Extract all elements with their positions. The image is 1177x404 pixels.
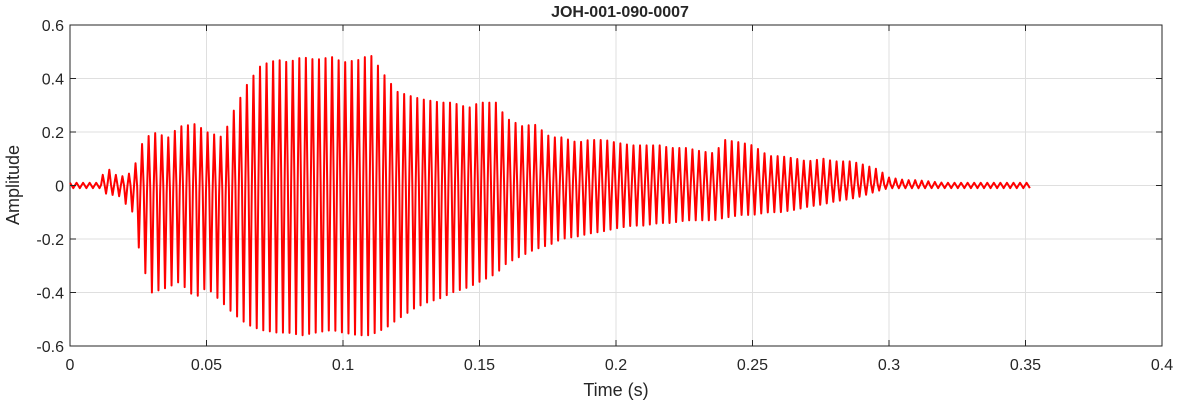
x-tick-label: 0.1 [332,357,354,374]
y-tick-label: -0.2 [36,232,64,249]
chart-title: JOH-001-090-0007 [551,4,689,21]
y-tick-label: 0.6 [42,18,64,35]
x-tick-label: 0.3 [878,357,900,374]
x-tick-label: 0.05 [191,357,222,374]
y-tick-label: 0.2 [42,125,64,142]
axis-ticks: 0 0.05 0.1 0.15 0.2 0.25 0.3 0.35 0.4 -0.6 -0.4 -0.… [36,18,1173,374]
x-tick-label: 0.25 [737,357,768,374]
x-tick-label: 0.4 [1151,357,1173,374]
x-axis-label: Time (s) [583,380,648,400]
waveform-series [69,55,1031,337]
y-tick-label: -0.6 [36,339,64,356]
y-axis-label: Amplitude [3,145,23,225]
x-tick-label: 0 [66,357,75,374]
x-tick-label: 0.15 [464,357,495,374]
amplitude-line [69,55,1031,337]
y-tick-label: 0.4 [42,72,64,89]
y-tick-label: 0 [55,179,64,196]
y-tick-label: -0.4 [36,286,64,303]
x-tick-label: 0.35 [1010,357,1041,374]
x-tick-label: 0.2 [605,357,627,374]
